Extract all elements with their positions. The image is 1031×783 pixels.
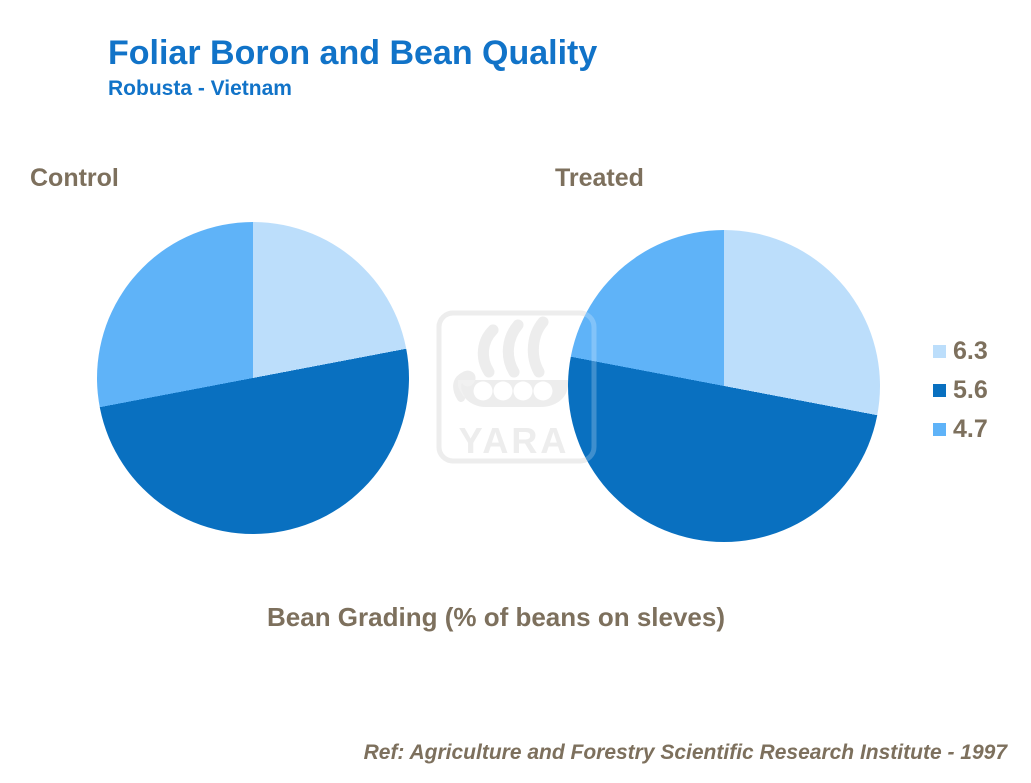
control-chart-title: Control: [30, 164, 119, 192]
legend-item: 6.3: [933, 338, 988, 364]
chart-caption: Bean Grading (% of beans on sleves): [267, 602, 725, 632]
legend-item: 4.7: [933, 416, 988, 442]
control-pie-chart: [97, 222, 409, 534]
page-title: Foliar Boron and Bean Quality: [108, 34, 598, 72]
page-subtitle: Robusta - Vietnam: [108, 77, 292, 100]
legend-label: 4.7: [953, 414, 988, 443]
treated-chart-title: Treated: [555, 164, 644, 192]
legend-swatch: [933, 422, 946, 436]
legend-item: 5.6: [933, 377, 988, 403]
legend-swatch: [933, 344, 946, 358]
watermark-logo-text: YARA: [459, 420, 570, 461]
legend-label: 6.3: [953, 336, 988, 365]
treated-pie-chart: [568, 230, 880, 542]
reference-footer: Ref: Agriculture and Forestry Scientific…: [363, 741, 1007, 764]
legend: 6.3 5.6 4.7: [933, 338, 988, 455]
legend-label: 5.6: [953, 375, 988, 404]
watermark-logo-text: YARA: [459, 420, 570, 461]
legend-swatch: [933, 383, 946, 397]
